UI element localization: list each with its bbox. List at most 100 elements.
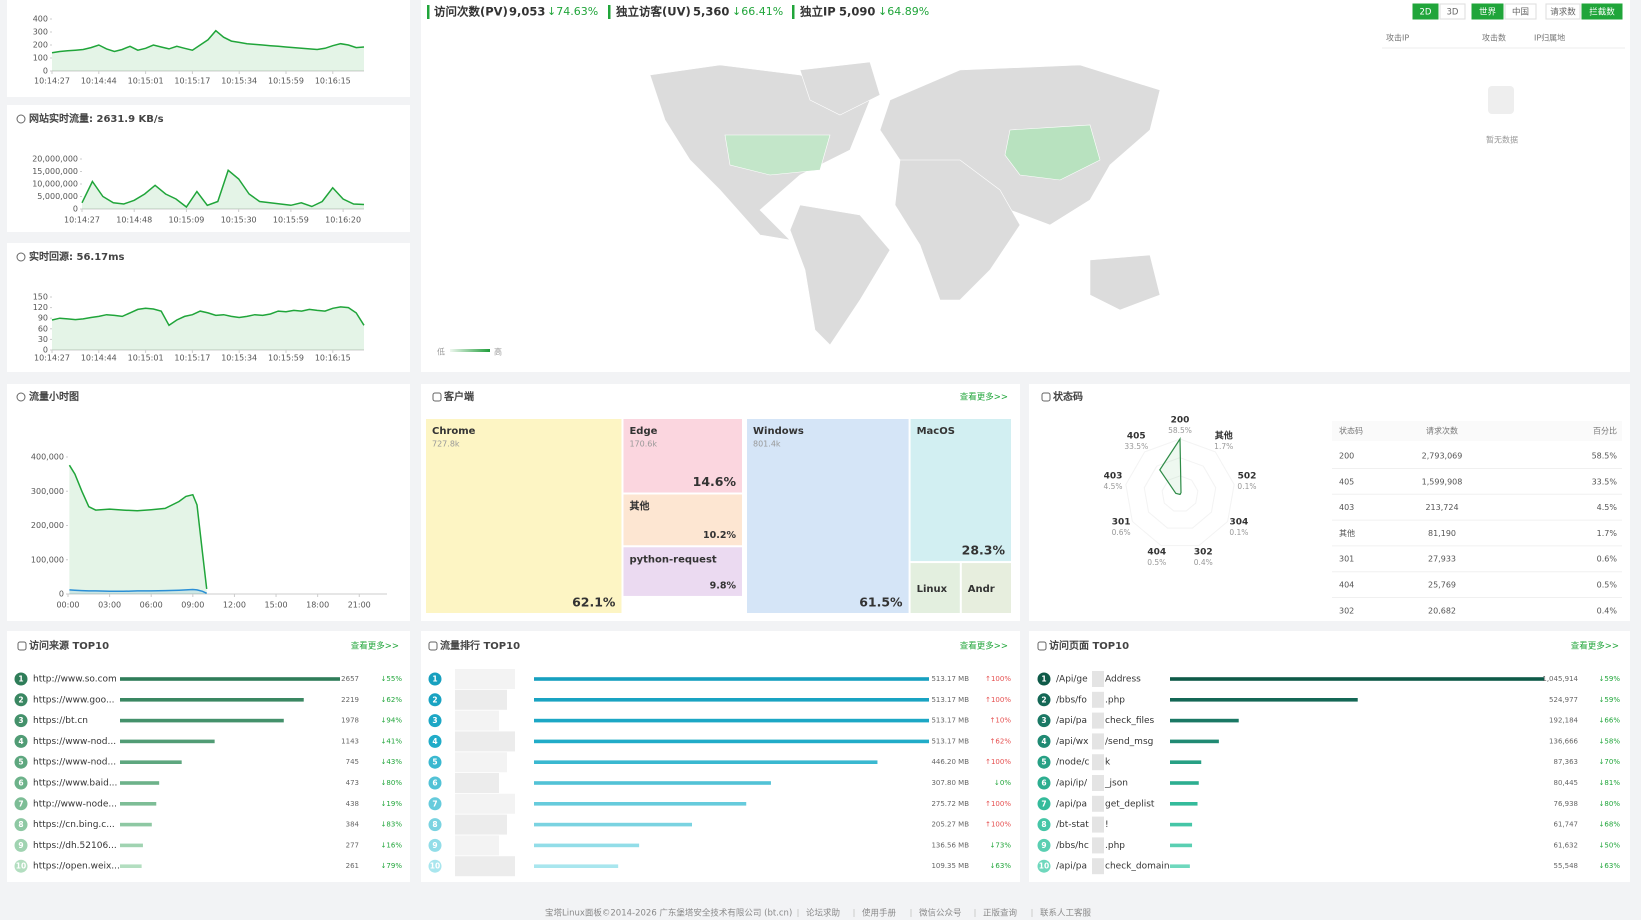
rank-number: 2 xyxy=(18,695,23,704)
item-name: https://dh.52106... xyxy=(33,841,117,851)
map-button-label[interactable]: 请求数 xyxy=(1550,7,1576,18)
item-value: 513.17 MB xyxy=(931,696,969,704)
map-button-label[interactable]: 3D xyxy=(1447,8,1459,18)
panel-title: 状态码 xyxy=(1053,390,1083,403)
blurred-name xyxy=(1092,858,1104,875)
rank-badge xyxy=(14,818,28,832)
panel xyxy=(7,0,410,97)
map-button[interactable] xyxy=(1471,3,1504,20)
y-tick-label: 15,000,000 xyxy=(32,167,78,176)
rank-number: 3 xyxy=(432,716,437,725)
rank-badge xyxy=(14,714,28,728)
treemap-percent: 28.3% xyxy=(962,543,1006,558)
treemap-percent: 10.2% xyxy=(703,530,736,541)
stat-change: ↓74.63% xyxy=(547,5,598,18)
map-button[interactable] xyxy=(1581,3,1623,20)
stat-label: 访问次数(PV) xyxy=(434,5,508,19)
bar xyxy=(120,781,160,785)
treemap-percent: 14.6% xyxy=(693,474,737,489)
table-header: 百分比 xyxy=(1593,426,1617,436)
map-button-label[interactable]: 中国 xyxy=(1512,7,1529,18)
title-icon xyxy=(16,114,26,124)
rank-badge xyxy=(1037,755,1051,769)
map-button[interactable] xyxy=(1545,3,1581,20)
item-change: ↓41% xyxy=(381,737,403,745)
blurred-name xyxy=(1092,775,1104,791)
rank-badge xyxy=(428,755,442,769)
x-tick-label: 10:15:01 xyxy=(128,77,164,86)
map-button[interactable] xyxy=(1504,3,1537,20)
x-tick-label: 10:15:59 xyxy=(268,77,304,86)
stat-label: 独立IP xyxy=(800,5,836,19)
radar-percent: 0.4% xyxy=(1194,558,1213,567)
treemap-count: 801.4k xyxy=(753,440,781,449)
item-change: ↓43% xyxy=(381,758,403,766)
treemap-cell xyxy=(426,419,622,613)
stat-marker xyxy=(427,5,430,19)
item-change: ↑100% xyxy=(985,821,1011,829)
footer-text[interactable]: 联系人工客服 xyxy=(1040,908,1092,919)
treemap-count: 727.8k xyxy=(432,440,460,449)
blurred-name xyxy=(1092,671,1104,687)
item-name: https://www.goo... xyxy=(33,695,115,705)
bar xyxy=(534,802,747,806)
item-change: ↓94% xyxy=(381,717,403,725)
rank-number: 2 xyxy=(432,695,437,704)
table-cell: 1,599,908 xyxy=(1422,477,1463,486)
radar-label: 304 xyxy=(1229,518,1248,528)
y-tick-label: 400 xyxy=(33,15,48,24)
rank-badge xyxy=(1037,818,1051,832)
continent xyxy=(894,159,1021,301)
rank-number: 8 xyxy=(432,820,437,829)
item-value: 192,184 xyxy=(1549,717,1578,725)
table-cell: 0.4% xyxy=(1597,606,1618,615)
map-button-label[interactable]: 2D xyxy=(1420,8,1432,18)
footer-text[interactable]: 论坛求助 xyxy=(806,908,840,919)
more-link[interactable]: 查看更多>> xyxy=(960,641,1008,652)
more-link[interactable]: 查看更多>> xyxy=(960,392,1008,403)
rank-number: 2 xyxy=(1041,695,1046,704)
more-link[interactable]: 查看更多>> xyxy=(1571,641,1619,652)
map-button-label[interactable]: 世界 xyxy=(1479,7,1497,18)
footer-text[interactable]: 正版查询 xyxy=(983,908,1017,919)
status-table: 状态码 请求次数 百分比 200 2,793,069 58.5% 405 1,599,908 3… xyxy=(1332,421,1622,615)
item-name-suffix: check_domain xyxy=(1105,862,1170,872)
x-tick-label: 21:00 xyxy=(348,601,371,610)
bar xyxy=(534,718,929,723)
item-value: 2219 xyxy=(341,696,359,704)
panel-title: 访问来源 TOP10 xyxy=(29,639,109,652)
rank-number: 10 xyxy=(430,862,440,871)
x-tick-label: 10:16:15 xyxy=(315,77,351,86)
more-link[interactable]: 查看更多>> xyxy=(351,641,399,652)
bar xyxy=(1170,739,1219,744)
y-tick-label: 120 xyxy=(33,303,48,312)
blurred-name xyxy=(455,689,507,710)
item-name: https://www-nod... xyxy=(33,758,116,768)
footer-text[interactable]: 使用手册 xyxy=(862,908,897,919)
rank-badge xyxy=(1037,714,1051,728)
item-value: 513.17 MB xyxy=(931,675,969,683)
rank-badge xyxy=(14,859,28,873)
treemap-name: Edge xyxy=(629,426,657,437)
bar xyxy=(120,864,142,868)
rank-number: 8 xyxy=(1041,820,1046,829)
x-tick-label: 10:14:44 xyxy=(81,354,117,363)
map-button[interactable] xyxy=(1412,3,1439,20)
footer-text[interactable]: 微信公众号 xyxy=(919,908,962,919)
map-button-label[interactable]: 拦截数 xyxy=(1589,7,1615,18)
y-tick-label: 300,000 xyxy=(31,487,64,496)
radar-label: 301 xyxy=(1112,518,1131,528)
bar xyxy=(1170,802,1198,806)
item-name-suffix: ! xyxy=(1105,820,1109,830)
map-button[interactable] xyxy=(1439,3,1466,20)
x-tick-label: 10:15:34 xyxy=(221,77,257,86)
treemap-name: MacOS xyxy=(917,426,955,437)
item-value: 1978 xyxy=(341,717,359,725)
series-area xyxy=(82,170,364,209)
item-change: ↓80% xyxy=(1599,800,1621,808)
bar xyxy=(534,864,619,868)
item-change: ↑100% xyxy=(985,800,1011,808)
panel xyxy=(7,384,410,621)
bar xyxy=(1170,822,1193,827)
rank-number: 6 xyxy=(432,779,437,788)
